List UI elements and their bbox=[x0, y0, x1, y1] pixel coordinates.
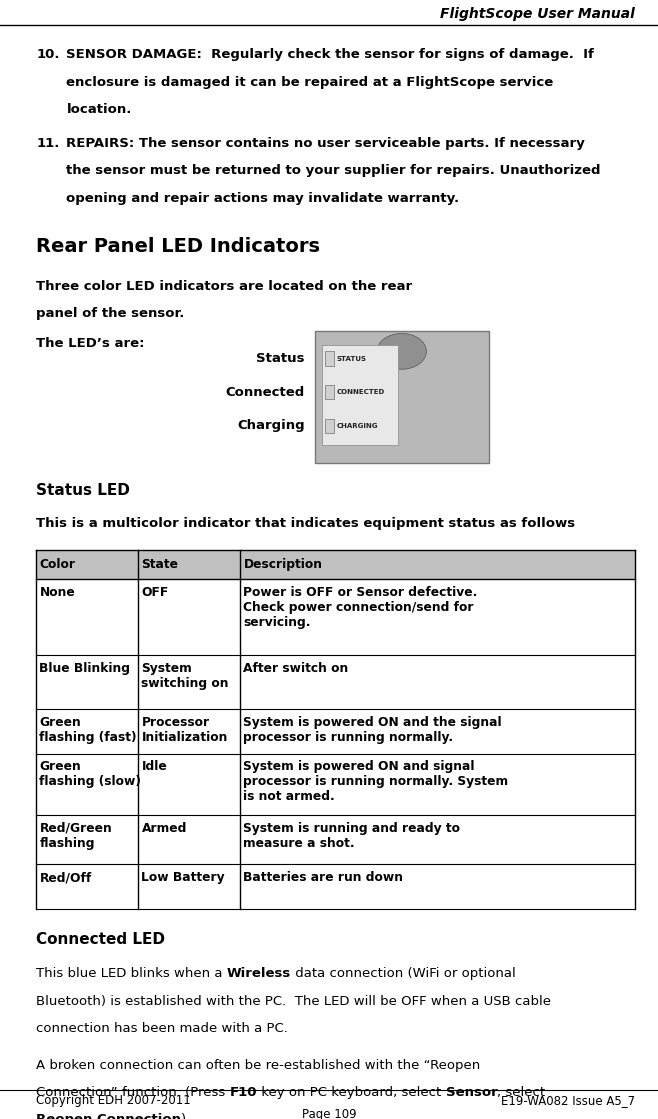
Text: System is running and ready to
measure a shot.: System is running and ready to measure a… bbox=[243, 821, 461, 850]
Bar bbox=[325, 385, 334, 399]
Text: System is powered ON and the signal
processor is running normally.: System is powered ON and the signal proc… bbox=[243, 715, 502, 744]
Text: CONNECTED: CONNECTED bbox=[336, 389, 384, 395]
Text: location.: location. bbox=[66, 103, 132, 116]
Text: CHARGING: CHARGING bbox=[336, 423, 378, 429]
Text: Power is OFF or Sensor defective.
Check power connection/send for
servicing.: Power is OFF or Sensor defective. Check … bbox=[243, 585, 478, 629]
Text: Batteries are run down: Batteries are run down bbox=[243, 871, 403, 884]
Text: Three color LED indicators are located on the rear: Three color LED indicators are located o… bbox=[36, 280, 413, 293]
Text: Copyright EDH 2007-2011: Copyright EDH 2007-2011 bbox=[36, 1094, 191, 1108]
Text: None: None bbox=[39, 585, 75, 599]
Text: Wireless: Wireless bbox=[227, 967, 291, 980]
Text: ): ) bbox=[181, 1113, 186, 1119]
Text: SENSOR DAMAGE:  Regularly check the sensor for signs of damage.  If: SENSOR DAMAGE: Regularly check the senso… bbox=[66, 48, 594, 62]
Text: Sensor: Sensor bbox=[445, 1085, 497, 1099]
Text: Connected LED: Connected LED bbox=[36, 931, 165, 947]
Text: Bluetooth) is established with the PC.  The LED will be OFF when a USB cable: Bluetooth) is established with the PC. T… bbox=[36, 995, 551, 1008]
Text: The LED’s are:: The LED’s are: bbox=[36, 337, 145, 350]
Ellipse shape bbox=[377, 333, 426, 369]
Text: Red/Off: Red/Off bbox=[39, 871, 91, 884]
Text: 11.: 11. bbox=[36, 138, 60, 150]
Text: Connection” function. (Press: Connection” function. (Press bbox=[36, 1085, 230, 1099]
Text: This is a multicolor indicator that indicates equipment status as follows: This is a multicolor indicator that indi… bbox=[36, 517, 575, 530]
Text: the sensor must be returned to your supplier for repairs. Unauthorized: the sensor must be returned to your supp… bbox=[66, 164, 601, 178]
Text: Red/Green
flashing: Red/Green flashing bbox=[39, 821, 113, 850]
Text: opening and repair actions may invalidate warranty.: opening and repair actions may invalidat… bbox=[66, 191, 459, 205]
Text: , select: , select bbox=[497, 1085, 545, 1099]
Text: F10: F10 bbox=[230, 1085, 257, 1099]
Text: key on PC keyboard, select: key on PC keyboard, select bbox=[257, 1085, 445, 1099]
Text: State: State bbox=[141, 558, 178, 571]
Text: Idle: Idle bbox=[141, 760, 167, 773]
Text: A broken connection can often be re-established with the “Reopen: A broken connection can often be re-esta… bbox=[36, 1059, 480, 1072]
Bar bbox=[315, 331, 489, 463]
Text: REPAIRS: The sensor contains no user serviceable parts. If necessary: REPAIRS: The sensor contains no user ser… bbox=[66, 138, 585, 150]
Text: This blue LED blinks when a: This blue LED blinks when a bbox=[36, 967, 227, 980]
Bar bbox=[325, 351, 334, 366]
Text: Green
flashing (slow): Green flashing (slow) bbox=[39, 760, 141, 789]
Text: Connected: Connected bbox=[226, 386, 305, 398]
Text: System is powered ON and signal
processor is running normally. System
is not arm: System is powered ON and signal processo… bbox=[243, 760, 509, 803]
Text: E19-WA082 Issue A5_7: E19-WA082 Issue A5_7 bbox=[501, 1094, 635, 1108]
Text: data connection (WiFi or optional: data connection (WiFi or optional bbox=[291, 967, 516, 980]
Text: panel of the sensor.: panel of the sensor. bbox=[36, 307, 184, 320]
Text: Status LED: Status LED bbox=[36, 483, 130, 498]
Text: Charging: Charging bbox=[237, 420, 305, 432]
Bar bbox=[36, 549, 635, 579]
Bar bbox=[325, 419, 334, 433]
Text: connection has been made with a PC.: connection has been made with a PC. bbox=[36, 1022, 288, 1035]
Text: Low Battery: Low Battery bbox=[141, 871, 225, 884]
Bar bbox=[322, 345, 398, 445]
Text: Color: Color bbox=[39, 558, 76, 571]
Text: STATUS: STATUS bbox=[336, 356, 367, 361]
Text: After switch on: After switch on bbox=[243, 661, 349, 675]
Text: Processor
Initialization: Processor Initialization bbox=[141, 715, 228, 744]
Text: FlightScope User Manual: FlightScope User Manual bbox=[440, 7, 635, 20]
Text: Blue Blinking: Blue Blinking bbox=[39, 661, 130, 675]
Text: Page 109: Page 109 bbox=[301, 1108, 357, 1119]
Text: Rear Panel LED Indicators: Rear Panel LED Indicators bbox=[36, 237, 320, 256]
Text: enclosure is damaged it can be repaired at a FlightScope service: enclosure is damaged it can be repaired … bbox=[66, 76, 554, 88]
Text: System
switching on: System switching on bbox=[141, 661, 229, 690]
Text: Reopen Connection: Reopen Connection bbox=[36, 1113, 181, 1119]
Text: 10.: 10. bbox=[36, 48, 60, 62]
Text: Status: Status bbox=[256, 352, 305, 365]
Text: Description: Description bbox=[243, 558, 322, 571]
Text: Green
flashing (fast): Green flashing (fast) bbox=[39, 715, 137, 744]
Text: OFF: OFF bbox=[141, 585, 168, 599]
Text: Armed: Armed bbox=[141, 821, 187, 835]
